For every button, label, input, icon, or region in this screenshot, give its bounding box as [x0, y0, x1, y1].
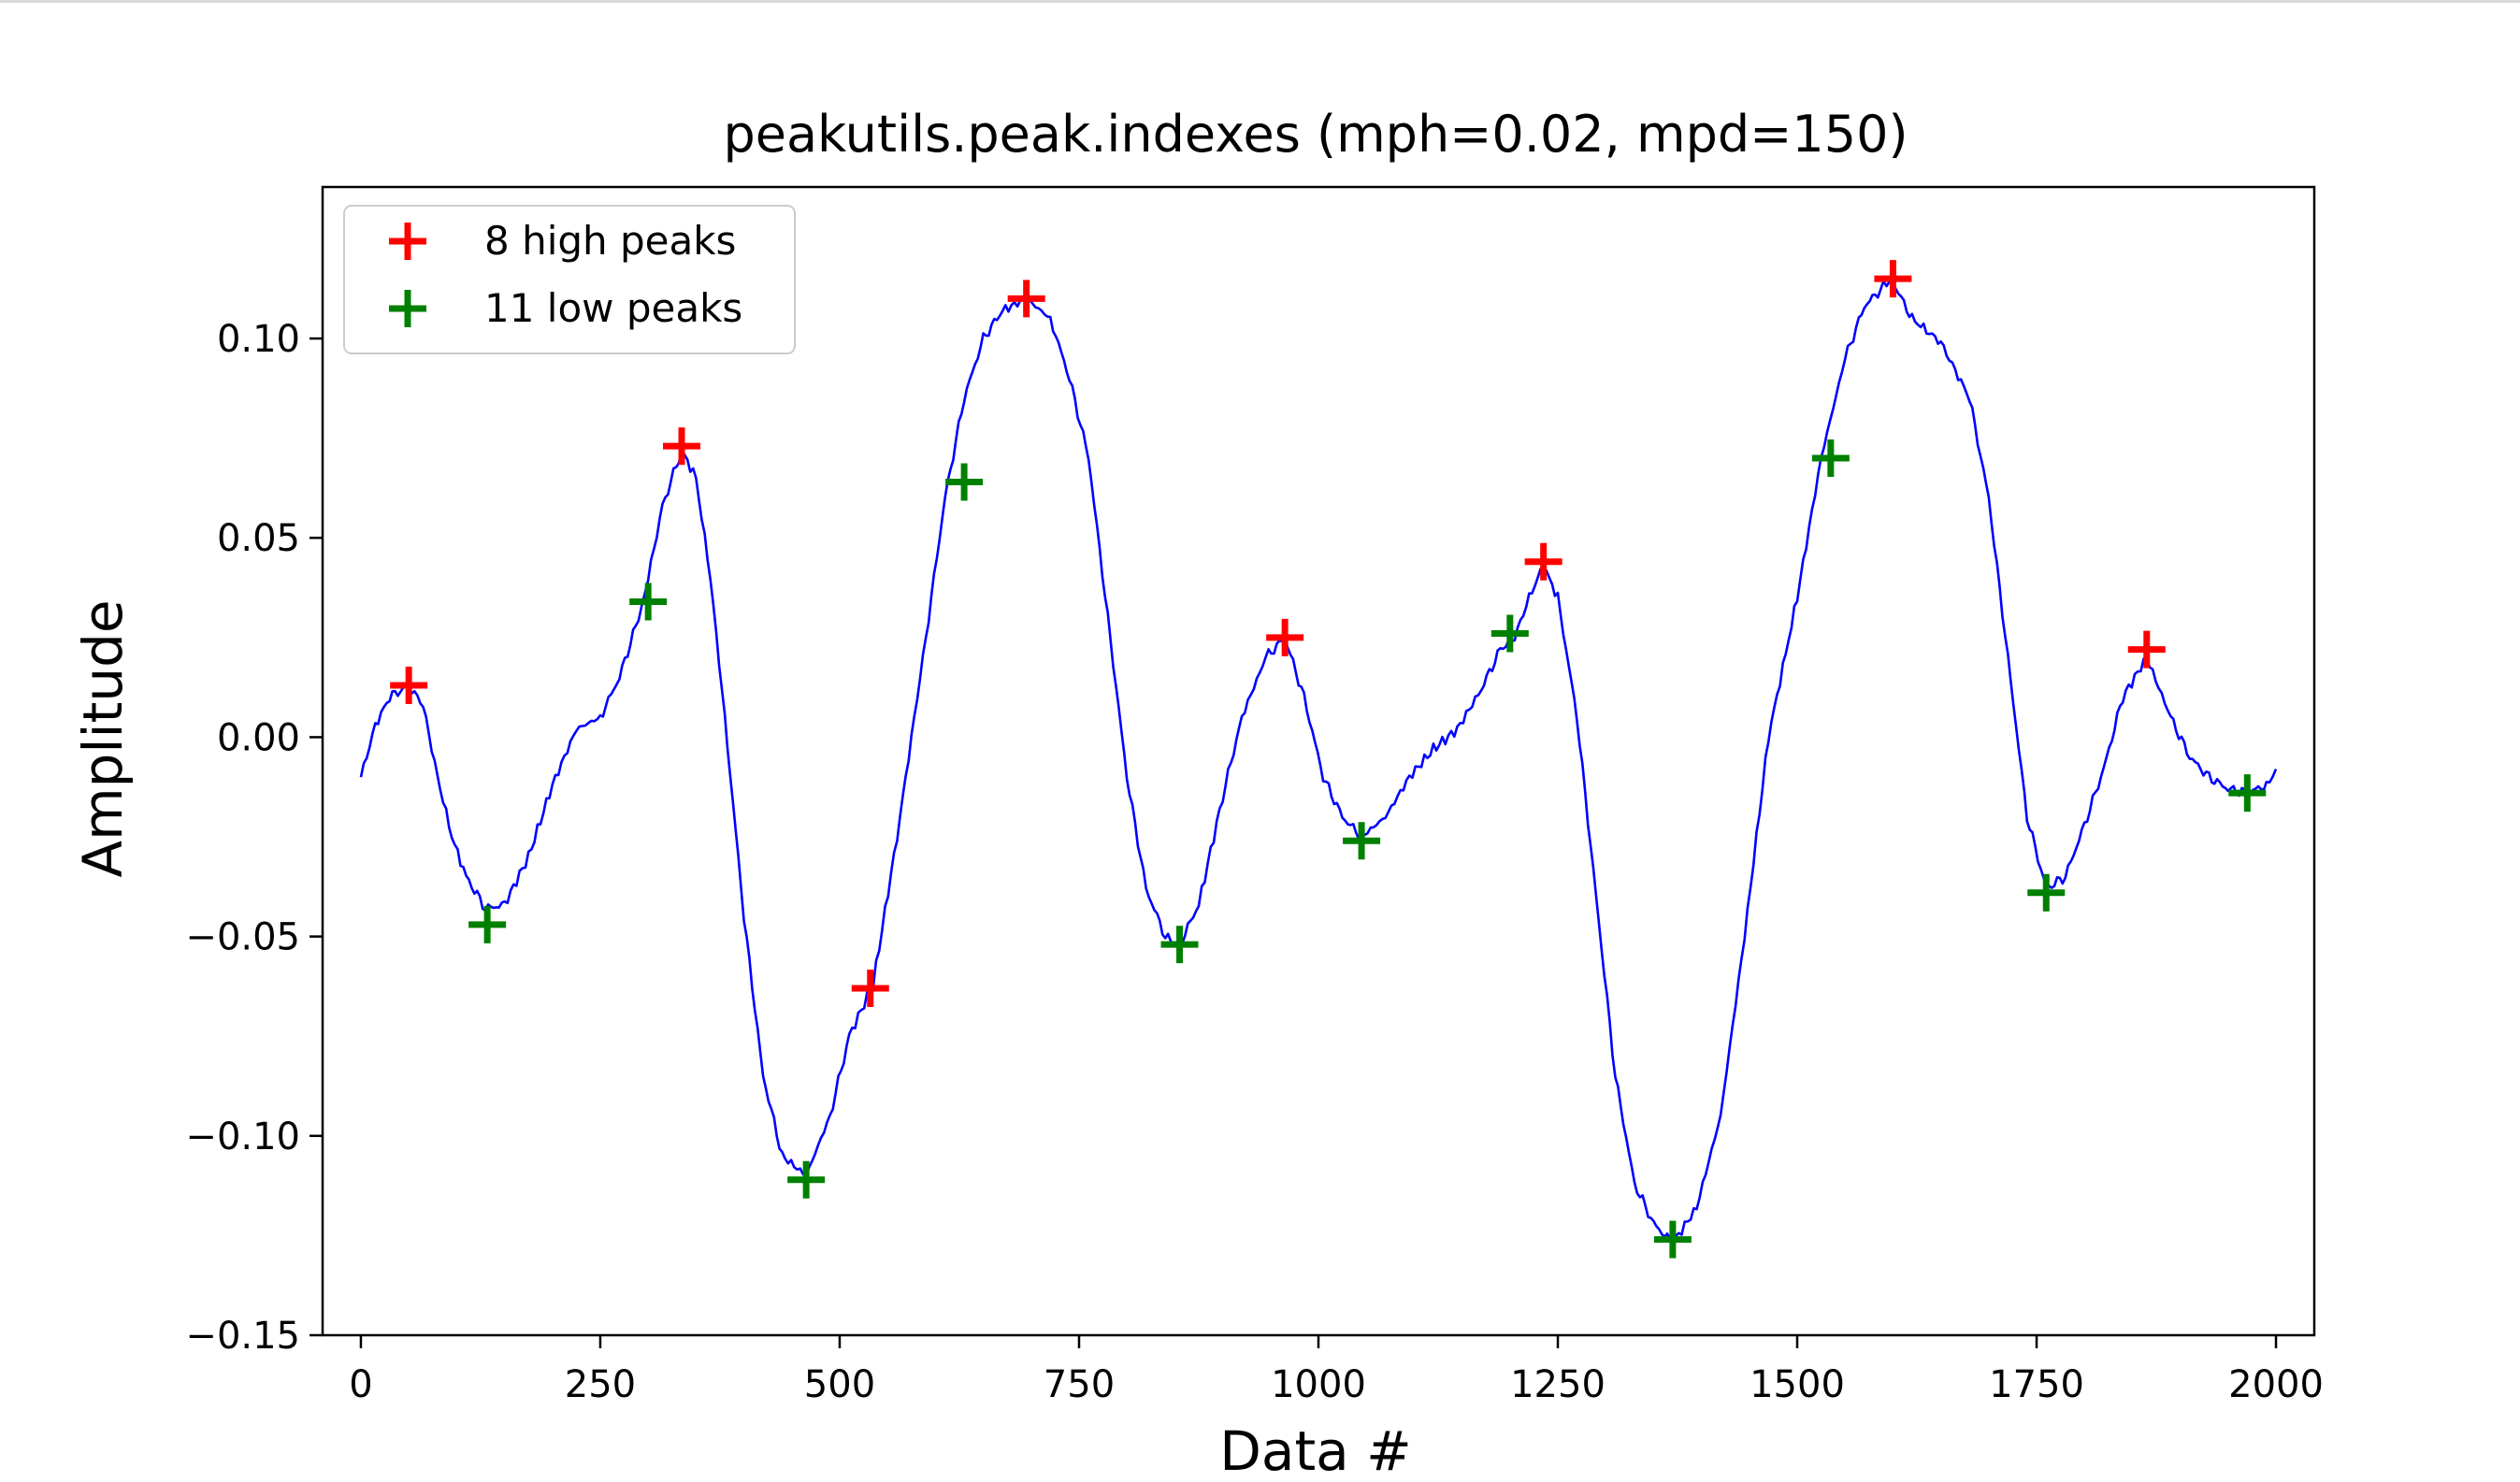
legend-label-high: 8 high peaks: [484, 218, 736, 264]
high-peak-marker: [1266, 618, 1304, 656]
x-tick-label: 0: [349, 1363, 372, 1406]
legend-label-low: 11 low peaks: [484, 285, 742, 331]
x-axis-label: Data #: [1219, 1419, 1412, 1482]
low-peak-marker: [787, 1160, 826, 1199]
high-peak-marker: [1874, 260, 1912, 298]
high-peak-marker: [663, 427, 701, 466]
low-peak-marker: [629, 583, 668, 621]
legend-low-marker: [389, 290, 426, 327]
x-tick-label: 1500: [1750, 1363, 1845, 1406]
high-peak-marker: [2127, 630, 2166, 669]
x-tick-label: 500: [804, 1363, 875, 1406]
low-peak-marker: [2027, 873, 2066, 912]
low-peak-marker: [1653, 1220, 1692, 1259]
high-peak-marker: [1524, 542, 1562, 581]
y-tick-label: 0.10: [217, 318, 300, 361]
y-tick-label: 0.00: [217, 716, 300, 759]
low-peak-marker: [468, 905, 507, 943]
y-axis-label: Amplitude: [71, 599, 135, 877]
high-peak-marker: [390, 666, 428, 704]
x-tick-label: 750: [1044, 1363, 1115, 1406]
x-tick-label: 1750: [1989, 1363, 2084, 1406]
x-tick-label: 250: [565, 1363, 636, 1406]
chart-title: peakutils.peak.indexes (mph=0.02, mpd=15…: [723, 105, 1908, 164]
legend-high-marker: [389, 223, 426, 260]
x-tick-label: 2000: [2228, 1363, 2324, 1406]
x-tick-label: 1250: [1510, 1363, 1606, 1406]
peak-markers: [390, 260, 2267, 1259]
legend: 8 high peaks 11 low peaks: [343, 205, 796, 354]
y-tick-label: −0.15: [185, 1315, 300, 1358]
low-peak-marker: [1160, 926, 1199, 964]
x-tick-label: 1000: [1271, 1363, 1366, 1406]
plot-frame: [321, 185, 2316, 1337]
y-tick-label: 0.05: [217, 517, 300, 560]
y-tick-label: −0.10: [185, 1115, 300, 1158]
high-peak-marker: [1007, 280, 1045, 318]
top-border: [0, 0, 2520, 3]
y-tick-label: −0.05: [185, 916, 300, 959]
series-layer: [359, 280, 2278, 1250]
x-axis-ticks: 0 250 500 750 1000 1250 1500 1750 2000: [349, 1335, 2324, 1406]
y-axis-ticks: −0.15 −0.10 −0.05 0.00 0.05 0.10: [185, 318, 323, 1358]
low-peak-marker: [2228, 774, 2267, 813]
low-peak-marker: [1811, 439, 1850, 477]
low-peak-marker: [1490, 614, 1529, 653]
legend-box: [343, 205, 796, 354]
low-peak-marker: [945, 463, 984, 501]
low-peak-marker: [1343, 822, 1381, 860]
signal-line: [359, 280, 2278, 1250]
high-peak-marker: [851, 970, 889, 1008]
